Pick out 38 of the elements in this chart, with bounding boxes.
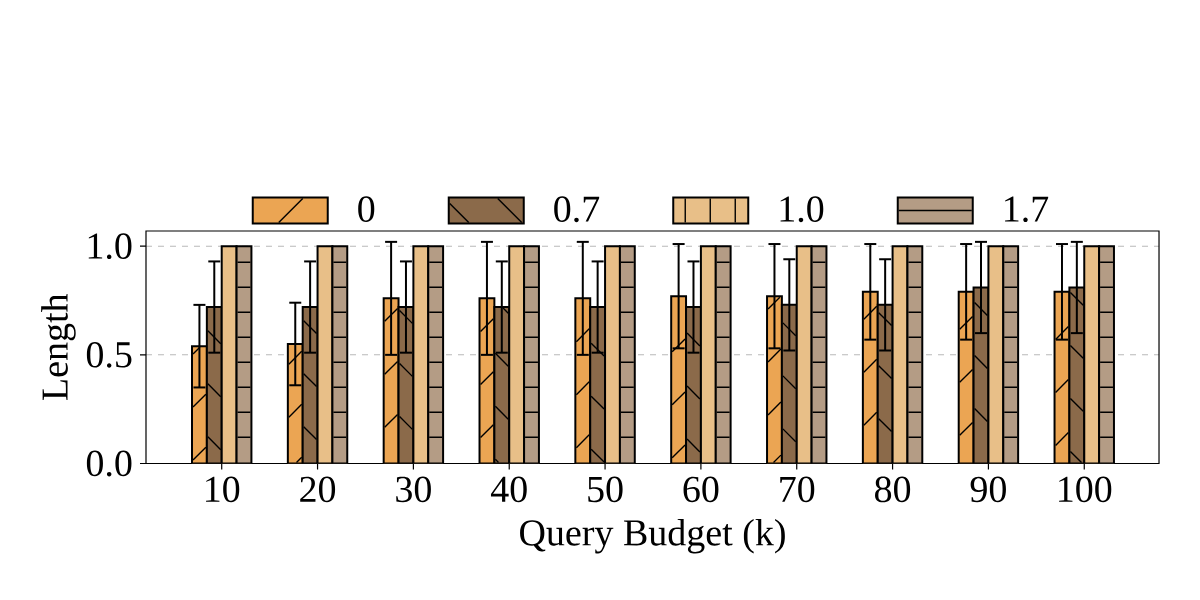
bar bbox=[618, 245, 636, 464]
bar bbox=[478, 297, 496, 464]
bar bbox=[1068, 286, 1086, 464]
bar bbox=[972, 286, 990, 464]
bar bbox=[301, 306, 319, 464]
legend-label: 0 bbox=[358, 196, 375, 222]
bar bbox=[780, 303, 798, 464]
y-tick-label: 1.0 bbox=[88, 233, 132, 260]
bar bbox=[397, 306, 415, 464]
bar bbox=[1053, 290, 1071, 464]
bar bbox=[957, 290, 975, 464]
x-tick-label: 80 bbox=[875, 476, 911, 503]
bar bbox=[810, 245, 828, 464]
legend-label: 1.7 bbox=[1005, 196, 1049, 223]
y-axis-title: Length bbox=[41, 293, 76, 400]
bar bbox=[906, 245, 924, 464]
bar bbox=[714, 245, 732, 464]
y-tick-label: 0.0 bbox=[86, 450, 132, 477]
legend-label: 1.0 bbox=[780, 196, 824, 223]
legend-label: 0.7 bbox=[554, 196, 600, 223]
x-tick-label: 50 bbox=[588, 476, 623, 503]
bar bbox=[1002, 245, 1020, 464]
bar bbox=[427, 245, 445, 464]
x-tick-label: 60 bbox=[683, 476, 719, 503]
bar bbox=[876, 303, 894, 464]
bar bbox=[331, 245, 349, 464]
x-tick-label: 30 bbox=[396, 476, 431, 503]
x-tick-label: 70 bbox=[780, 476, 815, 503]
x-tick-label: 20 bbox=[300, 476, 336, 503]
x-axis-title: Query Budget (k) bbox=[520, 518, 785, 554]
x-tick-label: 10 bbox=[206, 476, 240, 503]
x-tick-label: 90 bbox=[970, 476, 1006, 503]
bar bbox=[382, 297, 400, 464]
bar bbox=[574, 297, 592, 464]
y-tick-label: 0.5 bbox=[86, 341, 132, 368]
x-tick-label: 40 bbox=[490, 476, 527, 503]
bar bbox=[861, 290, 879, 464]
x-tick-label: 100 bbox=[1059, 476, 1112, 503]
